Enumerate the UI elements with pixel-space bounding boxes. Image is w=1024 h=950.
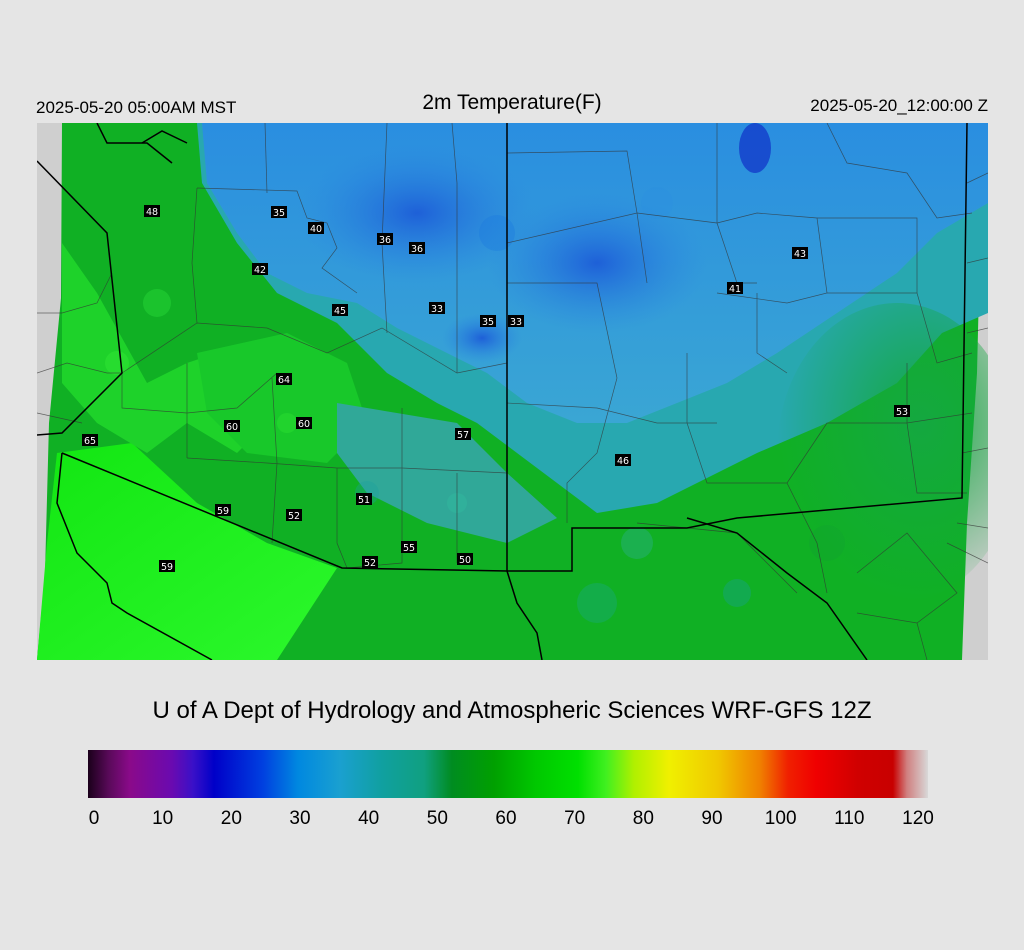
station-label: 33 xyxy=(429,302,445,315)
colorbar-tick-label: 20 xyxy=(220,808,242,829)
svg-text:48: 48 xyxy=(146,207,158,218)
cool-transition-south xyxy=(337,403,557,543)
map-title: 2m Temperature(F) xyxy=(422,91,602,114)
colorbar-tick-label: 10 xyxy=(152,808,174,829)
station-label: 60 xyxy=(224,420,240,433)
colorbar-tick-label: 80 xyxy=(632,808,654,829)
colorbar-tick-label: 0 xyxy=(88,808,100,829)
svg-text:35: 35 xyxy=(482,317,494,328)
temperature-map: 48 35 40 36 36 42 45 33 35 33 41 43 64 6… xyxy=(37,123,988,660)
svg-text:33: 33 xyxy=(510,317,522,328)
credit-line: U of A Dept of Hydrology and Atmospheric… xyxy=(152,697,872,724)
svg-text:60: 60 xyxy=(226,422,238,433)
state-boundaries xyxy=(37,123,968,660)
station-label: 53 xyxy=(894,405,910,418)
station-label: 43 xyxy=(792,247,808,260)
colorbar-tick-label: 60 xyxy=(495,808,517,829)
station-label: 52 xyxy=(362,556,378,569)
svg-text:50: 50 xyxy=(459,555,471,566)
svg-text:60: 60 xyxy=(298,419,310,430)
svg-text:43: 43 xyxy=(794,249,806,260)
station-label: 57 xyxy=(455,428,471,441)
station-label: 50 xyxy=(457,553,473,566)
local-time-label: 2025-05-20 05:00AM MST xyxy=(36,98,237,117)
cold-core-north xyxy=(297,143,537,283)
station-label: 60 xyxy=(296,417,312,430)
station-label: 48 xyxy=(144,205,160,218)
svg-text:53: 53 xyxy=(896,407,908,418)
temperature-colorbar xyxy=(88,750,928,798)
station-label: 36 xyxy=(377,233,393,246)
svg-text:64: 64 xyxy=(278,375,290,386)
svg-text:36: 36 xyxy=(379,235,391,246)
station-label: 45 xyxy=(332,304,348,317)
svg-text:59: 59 xyxy=(161,562,173,573)
svg-text:65: 65 xyxy=(84,436,96,447)
svg-text:51: 51 xyxy=(358,495,370,506)
svg-text:46: 46 xyxy=(617,456,629,467)
svg-text:40: 40 xyxy=(310,224,322,235)
colorbar-tick-label: 40 xyxy=(358,808,380,829)
station-label: 65 xyxy=(82,434,98,447)
station-label: 64 xyxy=(276,373,292,386)
cold-core-east xyxy=(487,193,707,333)
station-label: 35 xyxy=(480,315,496,328)
warm-region-southwest xyxy=(37,443,337,660)
svg-text:35: 35 xyxy=(273,208,285,219)
station-label: 55 xyxy=(401,541,417,554)
station-label: 42 xyxy=(252,263,268,276)
valid-time-label: 2025-05-20_12:00:00 Z xyxy=(810,96,988,115)
colorbar-tick-label: 100 xyxy=(764,808,797,829)
svg-text:52: 52 xyxy=(288,511,300,522)
station-labels: 48 35 40 36 36 42 45 33 35 33 41 43 64 6… xyxy=(82,205,910,573)
svg-text:33: 33 xyxy=(431,304,443,315)
station-label: 46 xyxy=(615,454,631,467)
colorbar-tick-label: 90 xyxy=(701,808,723,829)
station-label: 36 xyxy=(409,242,425,255)
svg-text:57: 57 xyxy=(457,430,469,441)
svg-text:52: 52 xyxy=(364,558,376,569)
station-label: 40 xyxy=(308,222,324,235)
station-label: 41 xyxy=(727,282,743,295)
warm-region-east xyxy=(777,303,988,603)
station-label: 59 xyxy=(215,504,231,517)
svg-text:36: 36 xyxy=(411,244,423,255)
colorbar-tick-labels: 0 10 20 30 40 50 60 70 80 90 100 110 120 xyxy=(0,808,1024,838)
svg-text:42: 42 xyxy=(254,265,266,276)
cold-core-center xyxy=(442,313,522,363)
cold-spot-northeast xyxy=(739,123,771,173)
colorbar-tick-label: 120 xyxy=(902,808,934,829)
svg-text:41: 41 xyxy=(729,284,741,295)
station-label: 52 xyxy=(286,509,302,522)
svg-text:59: 59 xyxy=(217,506,229,517)
colorbar-tick-label: 110 xyxy=(834,808,865,829)
colorbar-tick-label: 50 xyxy=(426,808,448,829)
svg-text:55: 55 xyxy=(403,543,415,554)
station-label: 59 xyxy=(159,560,175,573)
colorbar-tick-label: 30 xyxy=(289,808,311,829)
terrain-texture xyxy=(105,187,845,623)
station-label: 35 xyxy=(271,206,287,219)
colorbar-tick-label: 70 xyxy=(564,808,586,829)
svg-text:45: 45 xyxy=(334,306,346,317)
station-label: 51 xyxy=(356,493,372,506)
county-boundaries xyxy=(37,123,988,660)
station-label: 33 xyxy=(508,315,524,328)
domain-edge-left xyxy=(37,123,62,660)
